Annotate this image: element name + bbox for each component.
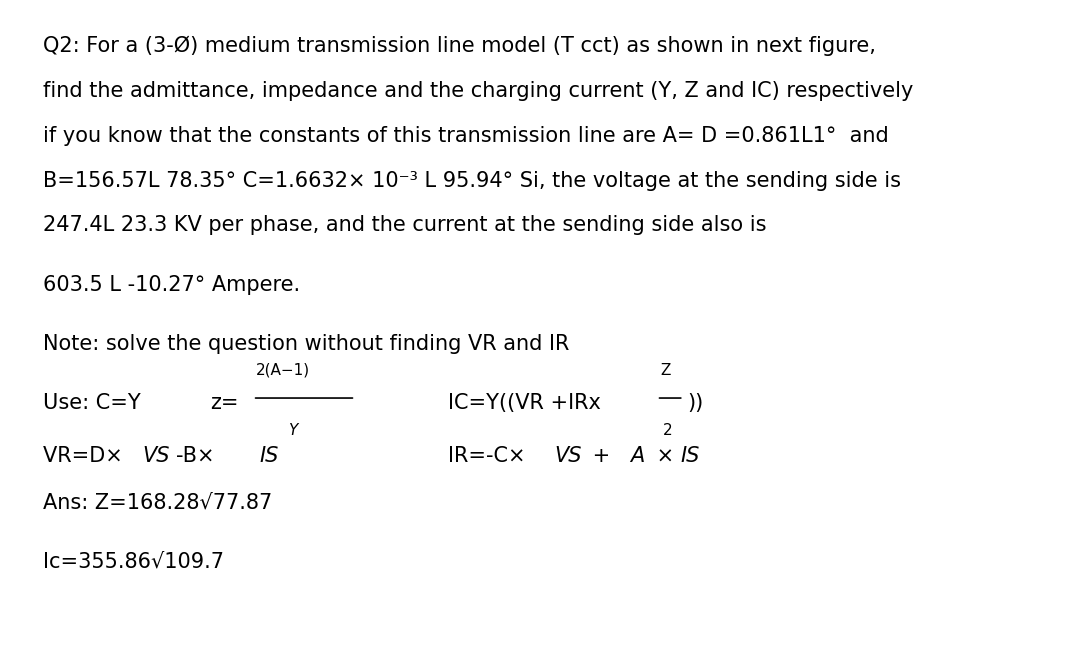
Text: VR=D×: VR=D× [43,446,130,466]
Text: find the admittance, impedance and the charging current (Y, Z and IC) respective: find the admittance, impedance and the c… [43,81,914,101]
Text: )): )) [687,393,703,413]
Text: IC=Y((VR +IRx: IC=Y((VR +IRx [448,393,608,413]
Text: 2(A−1): 2(A−1) [256,363,310,378]
Text: +: + [586,446,618,466]
Text: VS: VS [143,446,170,466]
Text: if you know that the constants of this transmission line are A= D =0.861L1°  and: if you know that the constants of this t… [43,126,889,146]
Text: IS: IS [680,446,700,466]
Text: z=: z= [211,393,239,413]
Text: Z: Z [660,363,671,378]
Text: 603.5 L -10.27° Ampere.: 603.5 L -10.27° Ampere. [43,275,300,295]
Text: ×: × [650,446,680,466]
Text: -B×: -B× [176,446,221,466]
Text: IR=-C×: IR=-C× [448,446,532,466]
Text: VS: VS [554,446,581,466]
Text: Use: C=Y: Use: C=Y [43,393,141,413]
Text: Y: Y [288,424,298,438]
Text: Note: solve the question without finding VR and IR: Note: solve the question without finding… [43,334,569,354]
Text: Ans: Z=168.28√77.87: Ans: Z=168.28√77.87 [43,492,272,512]
Text: 247.4L 23.3 KV per phase, and the current at the sending side also is: 247.4L 23.3 KV per phase, and the curren… [43,215,767,235]
Text: 2: 2 [663,424,673,438]
Text: B=156.57L 78.35° C=1.6632× 10⁻³ L 95.94° Si, the voltage at the sending side is: B=156.57L 78.35° C=1.6632× 10⁻³ L 95.94°… [43,171,901,190]
Text: Q2: For a (3-Ø) medium transmission line model (T cct) as shown in next figure,: Q2: For a (3-Ø) medium transmission line… [43,36,876,56]
Text: A: A [630,446,644,466]
Text: IS: IS [259,446,279,466]
Text: Ic=355.86√109.7: Ic=355.86√109.7 [43,552,225,571]
